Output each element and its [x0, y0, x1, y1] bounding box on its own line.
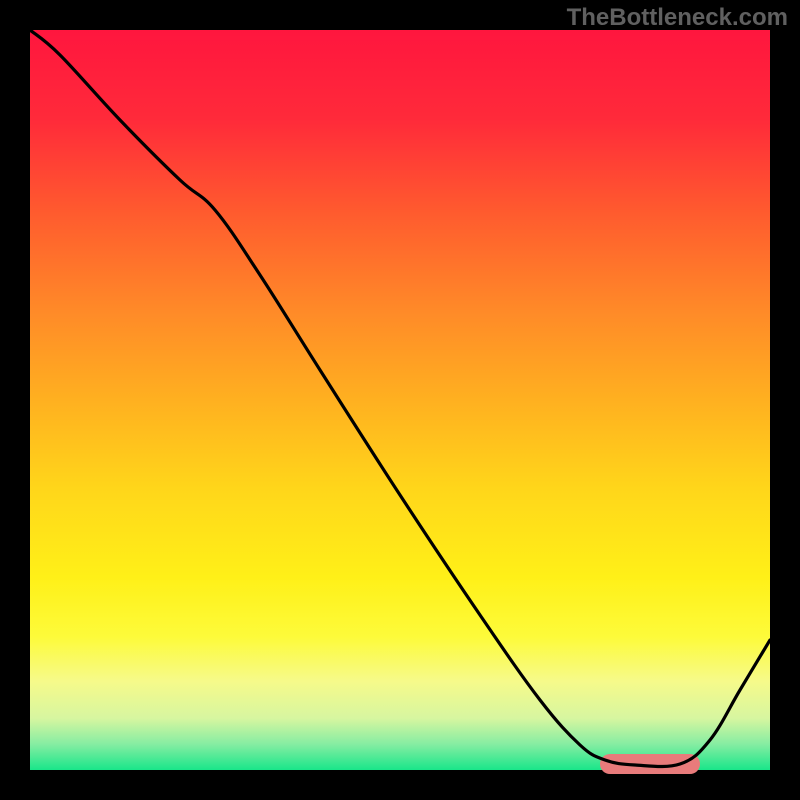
- attribution-text: TheBottleneck.com: [567, 4, 788, 32]
- chart-svg: [0, 0, 800, 800]
- chart-container: TheBottleneck.com: [0, 0, 800, 800]
